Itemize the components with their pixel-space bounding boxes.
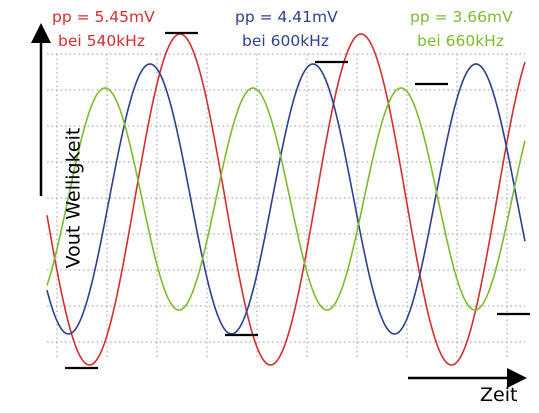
legend-label-540khz: pp = 5.45mV	[52, 8, 155, 26]
legend-sublabel-600khz: bei 600kHz	[242, 32, 329, 50]
series-line-600khz	[46, 63, 526, 335]
legend-sublabel-540khz: bei 540kHz	[58, 32, 145, 50]
axes	[31, 23, 527, 388]
x-axis-label: Zeit	[480, 384, 518, 406]
legend-sublabel-660khz: bei 660kHz	[417, 32, 504, 50]
waveforms	[46, 33, 526, 366]
legend-label-660khz: pp = 3.66mV	[410, 8, 513, 26]
legend-label-600khz: pp = 4.41mV	[235, 8, 338, 26]
series-line-660khz	[46, 87, 526, 311]
y-axis-label: Vout Welligkeit	[62, 127, 85, 269]
grid	[47, 53, 525, 360]
peak-markers	[65, 31, 530, 370]
series-line-540khz	[46, 33, 526, 366]
